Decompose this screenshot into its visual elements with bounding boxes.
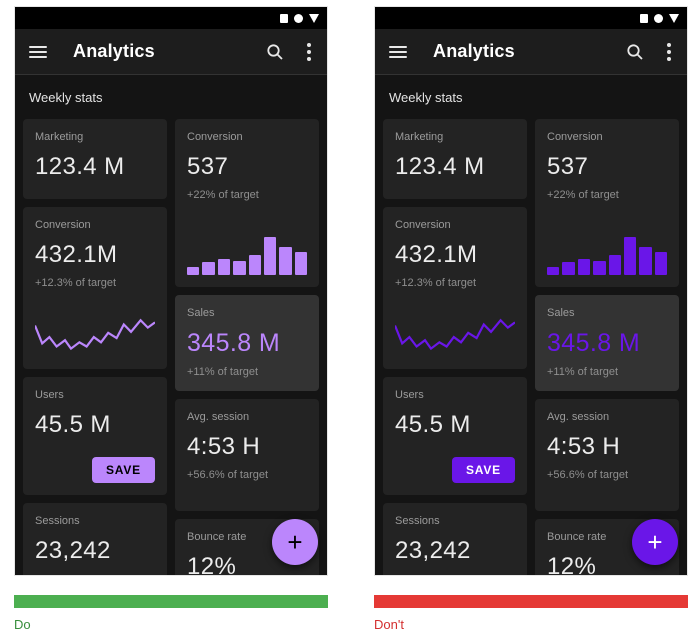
app-title: Analytics — [433, 41, 515, 61]
card-label: Sessions — [35, 515, 80, 527]
app-title: Analytics — [73, 41, 155, 61]
card-marketing: Marketing 123.4 M — [383, 119, 527, 199]
card-delta: +22% of target — [187, 189, 259, 201]
card-label: Avg. session — [187, 411, 250, 423]
card-delta: +56.6% of target — [547, 469, 629, 481]
overflow-menu-icon[interactable] — [305, 41, 313, 63]
card-avg-session: Avg. session 4:53 H +56.6% of target — [175, 399, 319, 511]
card-delta: +11% of target — [547, 366, 619, 378]
card-value: 23,242 — [35, 537, 111, 564]
status-signal-icon — [640, 13, 648, 23]
card-label: Bounce rate — [547, 531, 607, 543]
card-value: 4:53 H — [187, 433, 261, 460]
save-button[interactable]: SAVE — [92, 457, 155, 483]
card-conversion-bars: Conversion 537 +22% of target — [535, 119, 679, 287]
line-chart — [35, 315, 155, 357]
app-bar: Analytics — [375, 29, 687, 75]
dont-column: Analytics Weekly stats Marketing 123.4 M… — [374, 6, 688, 632]
card-label: Conversion — [187, 131, 243, 143]
card-value: 4:53 H — [547, 433, 621, 460]
status-signal-icon — [280, 13, 288, 23]
search-icon[interactable] — [265, 42, 285, 62]
card-value: 123.4 M — [35, 153, 125, 180]
line-chart — [395, 315, 515, 357]
card-label: Users — [35, 389, 64, 401]
card-label: Marketing — [395, 131, 444, 143]
card-label: Sales — [187, 307, 215, 319]
menu-icon[interactable] — [29, 45, 47, 58]
status-bar — [15, 7, 327, 29]
card-conversion-line: Conversion 432.1M +12.3% of target — [383, 207, 527, 369]
status-battery-icon — [669, 13, 679, 23]
search-icon[interactable] — [625, 42, 645, 62]
card-delta: +56.6% of target — [187, 469, 269, 481]
card-value: 23,242 — [395, 537, 471, 564]
card-value: 45.5 M — [35, 411, 111, 438]
card-marketing: Marketing 123.4 M — [23, 119, 167, 199]
dont-indicator-bar — [374, 595, 688, 608]
card-sessions: Sessions 23,242 — [383, 503, 527, 575]
card-delta: +11% of target — [187, 366, 259, 378]
card-conversion-line: Conversion 432.1M +12.3% of target — [23, 207, 167, 369]
card-label: Bounce rate — [187, 531, 247, 543]
card-label: Users — [395, 389, 424, 401]
card-sales: Sales 345.8 M +11% of target — [535, 295, 679, 391]
section-header: Weekly stats — [29, 90, 103, 105]
do-indicator-bar — [14, 595, 328, 608]
cards-grid: Marketing 123.4 M Conversion 432.1M +12.… — [375, 113, 687, 576]
card-value: 45.5 M — [395, 411, 471, 438]
menu-icon[interactable] — [389, 45, 407, 58]
card-delta: +22% of target — [547, 189, 619, 201]
phone-dont: Analytics Weekly stats Marketing 123.4 M… — [374, 6, 688, 576]
card-conversion-bars: Conversion 537 +22% of target — [175, 119, 319, 287]
card-sessions: Sessions 23,242 — [23, 503, 167, 575]
card-delta: +12.3% of target — [35, 277, 117, 289]
card-label: Avg. session — [547, 411, 610, 423]
dont-caption: Don't — [374, 617, 404, 632]
section-header: Weekly stats — [389, 90, 463, 105]
phone-do: Analytics Weekly stats Marketing 123.4 M… — [14, 6, 328, 576]
status-wifi-icon — [294, 13, 303, 23]
card-users: Users 45.5 M SAVE — [23, 377, 167, 495]
status-battery-icon — [309, 13, 319, 23]
cards-grid: Marketing 123.4 M Conversion 432.1M +12.… — [15, 113, 327, 576]
fab-add-button[interactable]: + — [272, 519, 318, 565]
card-users: Users 45.5 M SAVE — [383, 377, 527, 495]
card-value: 432.1M — [395, 241, 478, 268]
card-value: 12% — [187, 553, 237, 576]
fab-add-button[interactable]: + — [632, 519, 678, 565]
overflow-menu-icon[interactable] — [665, 41, 673, 63]
card-value: 537 — [547, 153, 589, 180]
card-sales: Sales 345.8 M +11% of target — [175, 295, 319, 391]
card-value: 345.8 M — [547, 329, 641, 357]
card-value: 537 — [187, 153, 229, 180]
card-value: 345.8 M — [187, 329, 281, 357]
plus-icon: + — [647, 527, 663, 557]
card-label: Conversion — [395, 219, 451, 231]
bar-chart — [187, 235, 307, 275]
card-label: Conversion — [35, 219, 91, 231]
do-caption: Do — [14, 617, 31, 632]
plus-icon: + — [287, 527, 303, 557]
status-bar — [375, 7, 687, 29]
card-label: Sales — [547, 307, 575, 319]
bar-chart — [547, 235, 667, 275]
status-wifi-icon — [654, 13, 663, 23]
do-column: Analytics Weekly stats Marketing 123.4 M… — [14, 6, 328, 632]
save-button[interactable]: SAVE — [452, 457, 515, 483]
app-bar: Analytics — [15, 29, 327, 75]
card-label: Sessions — [395, 515, 440, 527]
card-delta: +12.3% of target — [395, 277, 477, 289]
card-avg-session: Avg. session 4:53 H +56.6% of target — [535, 399, 679, 511]
card-label: Conversion — [547, 131, 603, 143]
card-value: 123.4 M — [395, 153, 485, 180]
card-value: 432.1M — [35, 241, 118, 268]
card-value: 12% — [547, 553, 597, 576]
card-label: Marketing — [35, 131, 84, 143]
